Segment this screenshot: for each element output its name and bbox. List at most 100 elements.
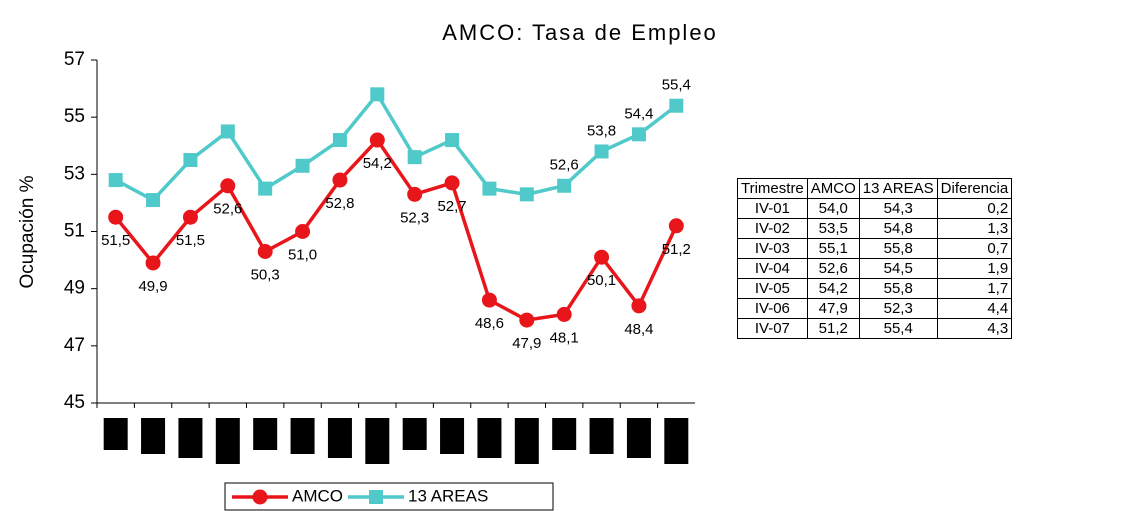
redacted-x-label (402, 418, 427, 450)
marker (145, 255, 161, 271)
data-label: 50,1 (587, 272, 616, 289)
data-table: Trimestre AMCO 13 AREAS Diferencia IV-01 54,0… (737, 178, 1013, 339)
table-row: IV-01 54,0 54,3 0,2 (737, 198, 1013, 219)
table-header: Trimestre AMCO 13 AREAS Diferencia (737, 178, 1013, 199)
data-label: 55,4 (662, 77, 691, 94)
data-label: 48,4 (624, 321, 653, 338)
data-label: 47,9 (512, 335, 541, 352)
table-cell: IV-04 (737, 258, 808, 279)
legend-marker (369, 490, 383, 504)
table-cell: 54,5 (858, 258, 938, 279)
data-label: 48,6 (475, 315, 504, 332)
marker (220, 124, 235, 139)
data-label: 52,6 (213, 201, 242, 218)
table-cell: 54,8 (858, 218, 938, 239)
data-label: 53,8 (587, 122, 616, 139)
data-label: 48,1 (550, 329, 579, 346)
table-cell: AMCO (806, 178, 860, 199)
marker (631, 127, 646, 142)
data-label: 51,0 (288, 246, 317, 263)
marker (557, 178, 572, 193)
table-cell: IV-01 (737, 198, 808, 219)
legend-label: 13 AREAS (408, 486, 488, 505)
marker (183, 153, 198, 168)
redacted-x-label (103, 418, 128, 450)
table-row: IV-02 53,5 54,8 1,3 (737, 218, 1013, 239)
series-line (114, 137, 678, 322)
marker (108, 173, 123, 188)
table-row: IV-07 51,2 55,4 4,3 (737, 318, 1013, 339)
marker (445, 133, 460, 148)
data-label: 51,5 (176, 232, 205, 249)
table-cell: 52,6 (806, 258, 860, 279)
marker (258, 181, 273, 196)
data-label: 52,8 (325, 195, 354, 212)
table-row: IV-04 52,6 54,5 1,9 (737, 258, 1013, 279)
redacted-x-label (290, 418, 315, 454)
marker (257, 244, 273, 260)
marker (369, 132, 385, 148)
table-cell: 0,7 (936, 238, 1013, 259)
table-cell: 54,0 (806, 198, 860, 219)
marker (594, 249, 610, 265)
y-tick-label: 51 (64, 221, 85, 242)
table-cell: 0,2 (936, 198, 1013, 219)
table-cell: 55,8 (858, 238, 938, 259)
table-row: IV-06 47,9 52,3 4,4 (737, 298, 1013, 319)
table-cell: 4,3 (936, 318, 1013, 339)
marker (594, 144, 609, 159)
table-row: IV-03 55,1 55,8 0,7 (737, 238, 1013, 259)
table-cell: IV-07 (737, 318, 808, 339)
y-tick-label: 49 (64, 278, 85, 299)
table-cell: IV-03 (737, 238, 808, 259)
table-cell: Diferencia (936, 178, 1013, 199)
legend-label: AMCO (292, 486, 343, 505)
redacted-x-label (327, 418, 352, 458)
redacted-x-label (626, 418, 651, 458)
y-tick-label: 55 (64, 106, 85, 127)
table-cell: 1,9 (936, 258, 1013, 279)
chart-title: AMCO: Tasa de Empleo (442, 20, 718, 45)
table-cell: 47,9 (806, 298, 860, 319)
redacted-x-label (552, 418, 577, 450)
table-cell: 52,3 (858, 298, 938, 319)
redacted-x-label (215, 418, 240, 464)
table-cell: 54,2 (806, 278, 860, 299)
marker (108, 209, 124, 225)
marker (332, 133, 347, 148)
table-cell: 4,4 (936, 298, 1013, 319)
data-label: 54,4 (624, 105, 653, 122)
table-row: IV-05 54,2 55,8 1,7 (737, 278, 1013, 299)
marker (407, 186, 423, 202)
data-label: 52,6 (550, 157, 579, 174)
table-cell: IV-06 (737, 298, 808, 319)
marker (482, 181, 497, 196)
marker (631, 298, 647, 314)
table-cell: 51,2 (806, 318, 860, 339)
table-cell: Trimestre (737, 178, 808, 199)
table-cell: 53,5 (806, 218, 860, 239)
marker (519, 187, 534, 202)
table-cell: 1,3 (936, 218, 1013, 239)
marker (332, 172, 348, 188)
redacted-x-label (664, 418, 689, 464)
series-line (114, 91, 678, 203)
redacted-x-label (141, 418, 166, 454)
table-cell: 13 AREAS (858, 178, 938, 199)
data-label: 49,9 (138, 278, 167, 295)
redacted-x-label (253, 418, 278, 450)
marker (407, 150, 422, 165)
marker (295, 224, 311, 239)
marker (295, 158, 310, 173)
redacted-x-label (589, 418, 614, 454)
marker (668, 218, 684, 234)
y-tick-label: 57 (64, 49, 85, 70)
marker (444, 175, 460, 191)
marker (669, 98, 684, 113)
redacted-x-label (365, 418, 390, 464)
y-tick-label: 53 (64, 163, 85, 184)
table-cell: 1,7 (936, 278, 1013, 299)
y-tick-label: 45 (64, 392, 85, 413)
